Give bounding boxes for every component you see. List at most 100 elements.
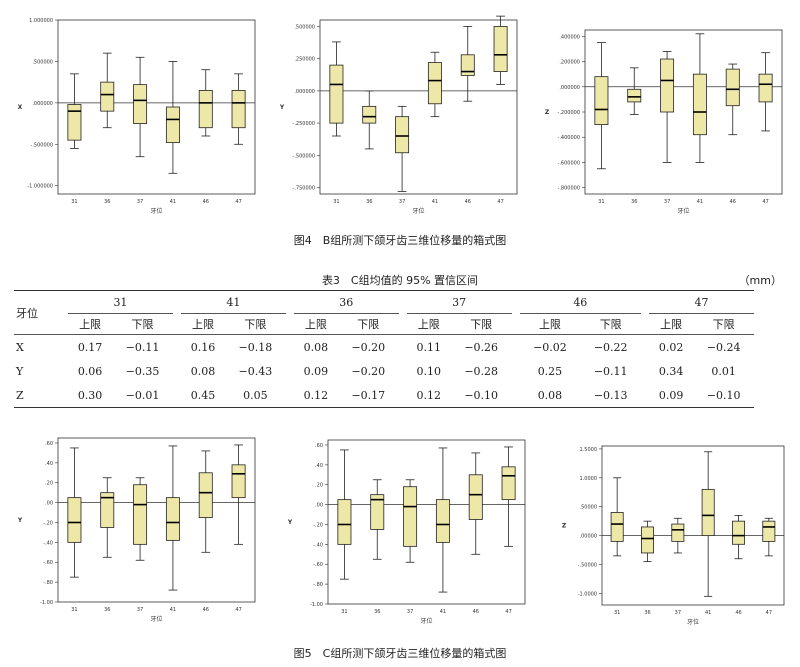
upper-header: 上限: [180, 313, 226, 335]
x-tick-label: 41: [440, 609, 446, 615]
x-tick-label: 47: [235, 607, 241, 613]
tooth-header: 31: [68, 290, 173, 314]
table-row: X 0.17 −0.11 0.16 −0.18 0.08 −0.20 0.11 …: [14, 335, 754, 360]
x-tick-label: 46: [735, 610, 741, 616]
box: [231, 464, 246, 499]
tooth-header: 47: [649, 290, 754, 314]
table-cell: −0.17: [337, 383, 399, 408]
box: [660, 58, 675, 113]
y-tick-label: .500000: [32, 59, 53, 65]
x-tick-label: 47: [766, 610, 772, 616]
x-tick-label: 36: [631, 199, 637, 205]
fig4-panel-y: .500000 .250000 .000000 -.250000 -.500000 -.7…: [270, 12, 525, 222]
y-tick-label: -.600000: [558, 160, 580, 166]
y-axis-label: Z: [545, 109, 550, 116]
lower-header: 下限: [580, 313, 642, 335]
table-cell: 0.01: [711, 364, 736, 378]
y-axis-label: Y: [279, 104, 285, 111]
y-tick-label: -.250000: [293, 121, 315, 127]
x-tick-label: 46: [203, 199, 209, 205]
table-cell: −0.24: [706, 340, 741, 354]
x-axis-label: 牙位: [150, 207, 162, 215]
table-cell: −0.26: [464, 340, 499, 354]
box: [610, 512, 624, 542]
y-tick-label: .40: [45, 461, 53, 467]
y-tick-label: -.60: [43, 560, 53, 566]
fig5-panel-y1: .60 .40 .20 .00 -.20 -.40 -.60 -.80 -1.00 Y 31 36 37…: [8, 430, 263, 630]
y-tick-label: .60: [45, 441, 53, 447]
fig4-panel-x: 1.000000 .500000 .000000 -.500000 -1.000000 X…: [8, 12, 263, 222]
fig5-panel-y2: .60 .40 .20 .00 -.20 -.40 -.60 -.80 -1.00 Y 31 36 37…: [278, 432, 533, 632]
x-axis-label: 牙位: [687, 618, 699, 626]
lower-header: 下限: [337, 313, 399, 335]
x-tick-label: 31: [71, 607, 77, 613]
box: [493, 26, 508, 72]
y-tick-label: -.200000: [558, 110, 580, 116]
tooth-header: 37: [406, 290, 512, 314]
table-cell: 0.10: [416, 364, 441, 378]
box: [732, 520, 745, 545]
y-tick-label: .00: [45, 501, 53, 507]
table-cell: −0.35: [125, 364, 160, 378]
table-cell: 0.06: [77, 364, 103, 378]
table-cell: 0.12: [293, 383, 338, 408]
box: [468, 474, 483, 520]
box: [692, 73, 707, 136]
upper-header: 上限: [68, 313, 113, 335]
y-tick-label: -.80: [43, 580, 53, 586]
table-cell: −0.11: [125, 340, 160, 354]
upper-header: 上限: [293, 313, 338, 335]
y-tick-label: -1.00: [310, 602, 323, 608]
upper-header: 上限: [649, 313, 694, 335]
x-tick-label: 37: [407, 609, 413, 615]
table-cell: −0.18: [238, 340, 273, 354]
y-tick-label: -1.00: [40, 600, 53, 606]
box: [165, 497, 180, 541]
y-tick-label: -1.000000: [27, 184, 53, 190]
table3-title: 表3 C组均值的 95% 置信区间: [321, 274, 479, 287]
table-cell: 0.05: [225, 383, 286, 408]
upper-header: 上限: [406, 313, 451, 335]
fig5-panel-z: 1.5000 1.0000 .50000 .00000 -.50000 -1.0000 Z 3…: [552, 438, 792, 633]
box: [501, 466, 516, 501]
row-header: 牙位: [14, 290, 68, 335]
table-cell: 0.45: [180, 383, 226, 408]
table-cell: 0.25: [537, 364, 563, 378]
x-tick-label: 36: [366, 199, 372, 205]
table-cell: 0.34: [658, 364, 684, 378]
y-tick-label: -.20: [313, 522, 323, 528]
box: [460, 54, 475, 76]
box: [133, 84, 148, 124]
y-tick-label: .200000: [559, 60, 580, 66]
plot-frame: [319, 19, 518, 195]
y-tick-label: -.400000: [558, 135, 580, 141]
box: [725, 68, 740, 107]
table-cell: 0.09: [303, 364, 329, 378]
tooth-header: 36: [293, 290, 399, 314]
boxplot-fig5-y1: .60 .40 .20 .00 -.20 -.40 -.60 -.80 -1.00 Y 31 36 37…: [17, 437, 256, 623]
box: [329, 64, 344, 124]
x-tick-label: 47: [505, 609, 511, 615]
y-tick-label: .00000: [580, 534, 598, 540]
box: [198, 90, 213, 129]
x-tick-label: 37: [399, 199, 405, 205]
x-tick-label: 37: [137, 199, 143, 205]
lower-header: 下限: [112, 313, 173, 335]
y-tick-label: -.40: [313, 542, 323, 548]
y-tick-label: .000000: [294, 89, 315, 95]
y-tick-label: -.750000: [293, 186, 315, 192]
boxplot-fig4-x: 1.000000 .500000 .000000 -.500000 -1.000000 X…: [18, 18, 256, 215]
axis-label: Y: [16, 364, 24, 378]
table-cell: 0.30: [68, 383, 113, 408]
y-tick-label: .000000: [32, 101, 53, 107]
plot-frame: [57, 19, 256, 195]
box: [231, 90, 246, 129]
y-tick-label: -.40: [43, 540, 53, 546]
boxplot-fig4-y: .500000 .250000 .000000 -.250000 -.500000 -.7…: [279, 15, 518, 215]
y-tick-label: -1.0000: [578, 591, 597, 597]
box: [133, 484, 148, 545]
x-tick-label: 37: [675, 610, 681, 616]
x-axis-label: 牙位: [412, 207, 424, 215]
y-tick-label: .50000: [580, 505, 598, 511]
table-cell: −0.13: [580, 383, 642, 408]
